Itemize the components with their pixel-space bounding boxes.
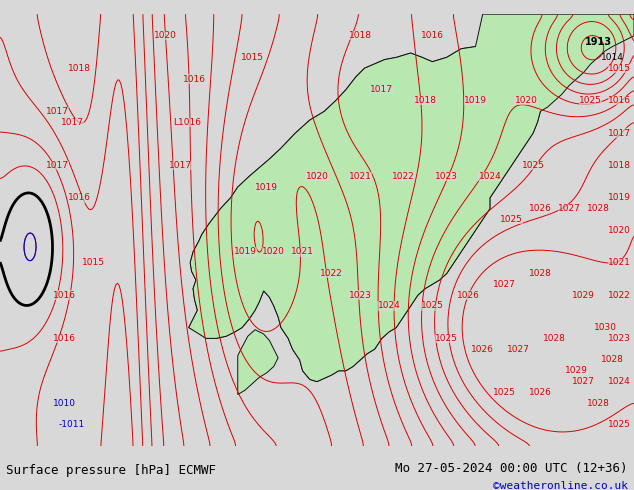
- Text: 1016: 1016: [68, 194, 91, 202]
- Text: 1028: 1028: [586, 399, 609, 408]
- Text: 1030: 1030: [593, 323, 617, 332]
- Text: ©weatheronline.co.uk: ©weatheronline.co.uk: [493, 481, 628, 490]
- Text: 1019: 1019: [255, 183, 278, 192]
- Text: 1015: 1015: [241, 53, 264, 62]
- Text: 1019: 1019: [233, 247, 257, 256]
- Text: 1018: 1018: [68, 64, 91, 73]
- Text: 1015: 1015: [608, 64, 631, 73]
- Text: Surface pressure [hPa] ECMWF: Surface pressure [hPa] ECMWF: [6, 465, 216, 477]
- Text: 1018: 1018: [349, 31, 372, 40]
- Text: 1027: 1027: [493, 280, 515, 289]
- Text: 1024: 1024: [378, 301, 401, 311]
- Text: 1020: 1020: [515, 96, 538, 105]
- Text: 1018: 1018: [608, 161, 631, 170]
- Text: 1020: 1020: [306, 172, 328, 181]
- Text: 1018: 1018: [413, 96, 437, 105]
- Text: Mo 27-05-2024 00:00 UTC (12+36): Mo 27-05-2024 00:00 UTC (12+36): [395, 463, 628, 475]
- Text: 1027: 1027: [572, 377, 595, 386]
- Polygon shape: [189, 47, 540, 382]
- Text: 1022: 1022: [608, 291, 631, 300]
- Text: 1026: 1026: [457, 291, 480, 300]
- Text: 1025: 1025: [522, 161, 545, 170]
- Text: 1019: 1019: [464, 96, 487, 105]
- Text: 1025: 1025: [421, 301, 444, 311]
- Text: 1021: 1021: [608, 258, 631, 267]
- Text: 1027: 1027: [507, 344, 530, 354]
- Text: 1017: 1017: [46, 161, 69, 170]
- Text: 1021: 1021: [291, 247, 314, 256]
- Text: 1021: 1021: [349, 172, 372, 181]
- Text: 1020: 1020: [608, 226, 631, 235]
- Text: 1023: 1023: [349, 291, 372, 300]
- Text: 1024: 1024: [608, 377, 631, 386]
- Text: 1025: 1025: [500, 215, 523, 224]
- Text: 1026: 1026: [529, 388, 552, 397]
- Text: -1011: -1011: [59, 420, 85, 429]
- Text: 1028: 1028: [543, 334, 566, 343]
- Text: 1019: 1019: [608, 194, 631, 202]
- Text: 1016: 1016: [421, 31, 444, 40]
- Text: 1028: 1028: [529, 269, 552, 278]
- Text: 1028: 1028: [586, 204, 609, 213]
- Text: 1025: 1025: [579, 96, 602, 105]
- Text: 1017: 1017: [169, 161, 191, 170]
- Text: 1017: 1017: [46, 107, 69, 116]
- Text: 1022: 1022: [320, 269, 343, 278]
- Text: 1025: 1025: [608, 420, 631, 429]
- Text: 1017: 1017: [370, 85, 393, 94]
- Text: 1029: 1029: [565, 367, 588, 375]
- Polygon shape: [238, 330, 278, 394]
- Text: 1023: 1023: [608, 334, 631, 343]
- Text: 1028: 1028: [601, 355, 624, 365]
- Text: L1016: L1016: [173, 118, 202, 127]
- Text: 1017: 1017: [608, 128, 631, 138]
- Text: 1010: 1010: [53, 399, 76, 408]
- Text: 1029: 1029: [572, 291, 595, 300]
- Text: 1026: 1026: [471, 344, 494, 354]
- Text: 1016: 1016: [53, 334, 76, 343]
- Text: 1017: 1017: [60, 118, 84, 127]
- Text: 1014: 1014: [601, 53, 624, 62]
- Text: 1016: 1016: [608, 96, 631, 105]
- Polygon shape: [189, 14, 634, 382]
- Text: 1023: 1023: [436, 172, 458, 181]
- Text: 1026: 1026: [529, 204, 552, 213]
- Text: 1025: 1025: [493, 388, 515, 397]
- Text: 1022: 1022: [392, 172, 415, 181]
- Text: 1016: 1016: [183, 74, 206, 83]
- Text: 1024: 1024: [479, 172, 501, 181]
- Text: 1020: 1020: [154, 31, 177, 40]
- Text: 1025: 1025: [436, 334, 458, 343]
- Text: 1027: 1027: [558, 204, 581, 213]
- Text: 1913: 1913: [585, 37, 611, 47]
- Text: 1015: 1015: [82, 258, 105, 267]
- Text: 1016: 1016: [53, 291, 76, 300]
- Text: 1020: 1020: [262, 247, 285, 256]
